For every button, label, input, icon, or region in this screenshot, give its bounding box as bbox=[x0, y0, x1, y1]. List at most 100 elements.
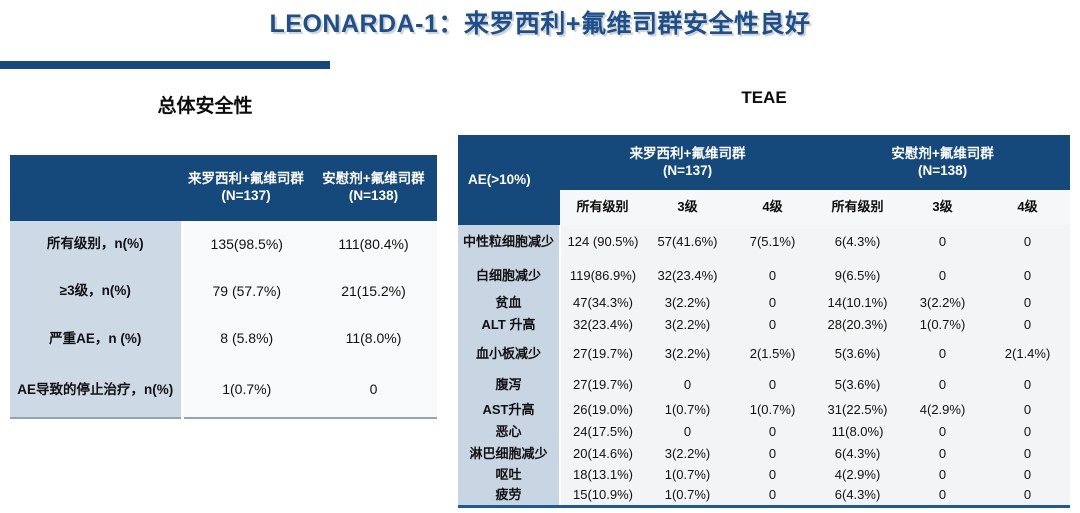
data-cell: 2(1.4%) bbox=[985, 337, 1071, 371]
row-label: 中性粒细胞减少 bbox=[458, 225, 561, 259]
table-row: 白细胞减少 119(86.9%) 32(23.4%) 0 9(6.5%) 0 0 bbox=[458, 259, 1071, 293]
row-label: 贫血 bbox=[458, 293, 561, 314]
row-label: ALT 升高 bbox=[458, 314, 561, 337]
data-cell: 26(19.0%) bbox=[560, 399, 645, 421]
data-cell: 9(6.5%) bbox=[815, 259, 901, 293]
table-row: 恶心 24(17.5%) 0 0 11(8.0%) 0 0 bbox=[458, 421, 1071, 443]
data-cell: 0 bbox=[985, 293, 1071, 314]
data-cell: 3(2.2%) bbox=[645, 443, 730, 465]
title-accent-bar bbox=[0, 61, 330, 69]
data-cell: 1(0.7%) bbox=[730, 399, 816, 421]
data-cell: 1(0.7%) bbox=[182, 363, 310, 419]
row-label: AE导致的停止治疗，n(%) bbox=[10, 363, 184, 419]
data-cell: 3(2.2%) bbox=[645, 314, 730, 337]
table-row: 腹泻 27(19.7%) 0 0 5(3.6%) 0 0 bbox=[458, 371, 1071, 399]
overall-header-row: 来罗西利+氟维司群 (N=137) 安慰剂+氟维司群 (N=138) bbox=[10, 155, 437, 221]
table-row: 血小板减少 27(19.7%) 3(2.2%) 2(1.5%) 5(3.6%) 0 2(1.… bbox=[458, 337, 1071, 371]
group-label: 来罗西利+氟维司群 bbox=[188, 171, 304, 187]
row-label: 疲劳 bbox=[458, 486, 561, 508]
data-cell: 1(0.7%) bbox=[645, 399, 730, 421]
data-cell: 2(1.5%) bbox=[730, 337, 816, 371]
data-cell: 11(8.0%) bbox=[815, 421, 901, 443]
data-cell: 0 bbox=[985, 399, 1071, 421]
row-label: 恶心 bbox=[458, 421, 561, 443]
data-cell: 3(2.2%) bbox=[645, 337, 730, 371]
table-row: 所有级别，n(%) 135(98.5%) 111(80.4%) bbox=[10, 221, 437, 268]
data-cell: 32(23.4%) bbox=[560, 314, 645, 337]
data-cell: 1(0.7%) bbox=[900, 314, 986, 337]
data-cell: 1(0.7%) bbox=[645, 465, 730, 486]
data-cell: 14(10.1%) bbox=[815, 293, 901, 314]
teae-group-header-row: AE(>10%) 来罗西利+氟维司群 (N=137) 安慰剂+氟维司群 (N=1… bbox=[458, 135, 1071, 225]
data-cell: 47(34.3%) bbox=[560, 293, 645, 314]
table-row: ALT 升高 32(23.4%) 3(2.2%) 0 28(20.3%) 1(0.7%) 0 bbox=[458, 314, 1071, 337]
group-label: 安慰剂+氟维司群 bbox=[322, 171, 425, 187]
data-cell: 18(13.1%) bbox=[560, 465, 645, 486]
row-label: 腹泻 bbox=[458, 371, 561, 399]
ae-threshold-header: AE(>10%) bbox=[458, 135, 560, 225]
data-cell: 24(17.5%) bbox=[560, 421, 645, 443]
group-n: (N=137) bbox=[662, 162, 713, 178]
group-n: (N=138) bbox=[348, 188, 399, 203]
overall-safety-table: 来罗西利+氟维司群 (N=137) 安慰剂+氟维司群 (N=138) 所有级别，… bbox=[10, 155, 437, 419]
data-cell: 0 bbox=[310, 363, 437, 419]
column-group-header: 来罗西利+氟维司群 (N=137) bbox=[182, 155, 310, 221]
data-cell: 3(2.2%) bbox=[645, 293, 730, 314]
data-cell: 0 bbox=[900, 337, 986, 371]
data-cell: 0 bbox=[900, 225, 986, 259]
table-row: 淋巴细胞减少 20(14.6%) 3(2.2%) 0 6(4.3%) 0 0 bbox=[458, 443, 1071, 465]
subcolumn-header: 4级 bbox=[730, 190, 816, 225]
row-label: 严重AE，n (%) bbox=[10, 315, 184, 363]
data-cell: 0 bbox=[900, 486, 986, 508]
data-cell: 28(20.3%) bbox=[815, 314, 901, 337]
table-row: 呕吐 18(13.1%) 1(0.7%) 0 4(2.9%) 0 0 bbox=[458, 465, 1071, 486]
teae-table: AE(>10%) 来罗西利+氟维司群 (N=137) 安慰剂+氟维司群 (N=1… bbox=[458, 135, 1071, 508]
row-label: 所有级别，n(%) bbox=[10, 221, 184, 268]
table-row: AE导致的停止治疗，n(%) 1(0.7%) 0 bbox=[10, 363, 437, 419]
data-cell: 0 bbox=[900, 371, 986, 399]
row-label: AST升高 bbox=[458, 399, 561, 421]
data-cell: 0 bbox=[730, 443, 816, 465]
subcolumn-header: 所有级别 bbox=[815, 190, 901, 225]
row-label: 呕吐 bbox=[458, 465, 561, 486]
data-cell: 135(98.5%) bbox=[182, 221, 310, 268]
row-label: 血小板减少 bbox=[458, 337, 561, 371]
data-cell: 0 bbox=[985, 371, 1071, 399]
data-cell: 4(2.9%) bbox=[900, 399, 986, 421]
table-row: 疲劳 15(10.9%) 1(0.7%) 0 6(4.3%) 0 0 bbox=[458, 486, 1071, 508]
data-cell: 0 bbox=[730, 465, 816, 486]
data-cell: 0 bbox=[900, 443, 986, 465]
teae-section-title: TEAE bbox=[741, 88, 787, 107]
data-cell: 6(4.3%) bbox=[815, 443, 901, 465]
data-cell: 20(14.6%) bbox=[560, 443, 645, 465]
column-group-header: 安慰剂+氟维司群 (N=138) bbox=[815, 135, 1071, 190]
data-cell: 0 bbox=[985, 314, 1071, 337]
overall-safety-section-title: 总体安全性 bbox=[157, 96, 253, 117]
data-cell: 21(15.2%) bbox=[310, 268, 437, 315]
data-cell: 0 bbox=[730, 421, 816, 443]
group-n: (N=137) bbox=[221, 188, 271, 203]
data-cell: 5(3.6%) bbox=[815, 337, 901, 371]
data-cell: 7(5.1%) bbox=[730, 225, 816, 259]
data-cell: 0 bbox=[985, 465, 1071, 486]
row-label: ≥3级，n(%) bbox=[10, 268, 184, 315]
table-row: 贫血 47(34.3%) 3(2.2%) 0 14(10.1%) 3(2.2%) 0 bbox=[458, 293, 1071, 314]
data-cell: 0 bbox=[730, 371, 816, 399]
data-cell: 5(3.6%) bbox=[815, 371, 901, 399]
data-cell: 0 bbox=[985, 421, 1071, 443]
table-row: 中性粒细胞减少 124 (90.5%) 57(41.6%) 7(5.1%) 6(4.3%… bbox=[458, 225, 1071, 259]
teae-subcolumn-header-row: 所有级别 3级 4级 所有级别 3级 4级 bbox=[458, 190, 1071, 225]
data-cell: 27(19.7%) bbox=[560, 371, 645, 399]
data-cell: 0 bbox=[985, 486, 1071, 508]
data-cell: 6(4.3%) bbox=[815, 225, 901, 259]
data-cell: 0 bbox=[985, 443, 1071, 465]
data-cell: 0 bbox=[730, 259, 816, 293]
data-cell: 57(41.6%) bbox=[645, 225, 730, 259]
subcolumn-header: 所有级别 bbox=[560, 190, 645, 225]
data-cell: 0 bbox=[730, 293, 816, 314]
data-cell: 0 bbox=[730, 486, 816, 508]
data-cell: 27(19.7%) bbox=[560, 337, 645, 371]
data-cell: 32(23.4%) bbox=[645, 259, 730, 293]
group-n: (N=138) bbox=[917, 162, 968, 178]
column-group-header: 安慰剂+氟维司群 (N=138) bbox=[310, 155, 437, 221]
